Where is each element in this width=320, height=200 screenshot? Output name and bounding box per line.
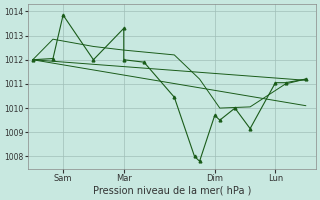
X-axis label: Pression niveau de la mer( hPa ): Pression niveau de la mer( hPa ) — [92, 186, 251, 196]
